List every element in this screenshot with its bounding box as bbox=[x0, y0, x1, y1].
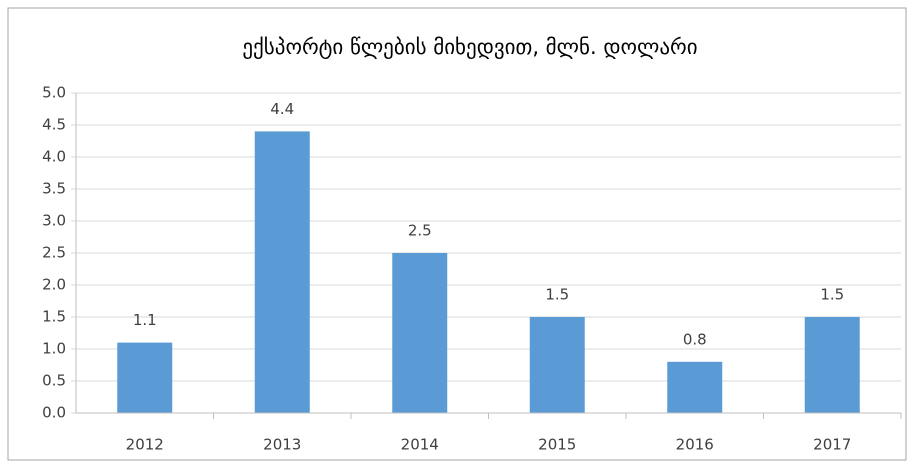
value-label: 1.5 bbox=[545, 286, 569, 304]
y-tick-label: 3.0 bbox=[42, 212, 66, 230]
y-tick-label: 0.5 bbox=[42, 372, 66, 390]
x-tick-label: 2017 bbox=[813, 436, 851, 454]
y-tick-label: 4.0 bbox=[42, 148, 66, 166]
y-tick-label: 1.0 bbox=[42, 340, 66, 358]
bar bbox=[804, 317, 860, 413]
value-label: 1.5 bbox=[820, 286, 844, 304]
value-label: 4.4 bbox=[270, 100, 294, 118]
value-label: 2.5 bbox=[408, 222, 432, 240]
x-tick-label: 2013 bbox=[263, 436, 301, 454]
y-tick-label: 2.5 bbox=[42, 244, 66, 262]
bar bbox=[117, 342, 173, 413]
y-tick-label: 2.0 bbox=[42, 276, 66, 294]
chart-title: ექსპორტი წლების მიხედვით, მლნ. დოლარი bbox=[242, 35, 697, 59]
x-tick-label: 2015 bbox=[538, 436, 576, 454]
bar bbox=[667, 361, 723, 413]
y-tick-label: 3.5 bbox=[42, 180, 66, 198]
bar bbox=[392, 253, 448, 413]
x-tick-label: 2016 bbox=[676, 436, 714, 454]
y-tick-label: 4.5 bbox=[42, 116, 66, 134]
y-tick-label: 5.0 bbox=[42, 84, 66, 102]
y-tick-label: 1.5 bbox=[42, 308, 66, 326]
bar bbox=[254, 131, 310, 413]
y-tick-label: 0.0 bbox=[42, 404, 66, 422]
value-label: 1.1 bbox=[133, 311, 157, 329]
x-tick-label: 2012 bbox=[126, 436, 164, 454]
bar bbox=[529, 317, 585, 413]
x-tick-label: 2014 bbox=[401, 436, 439, 454]
value-label: 0.8 bbox=[683, 330, 707, 348]
